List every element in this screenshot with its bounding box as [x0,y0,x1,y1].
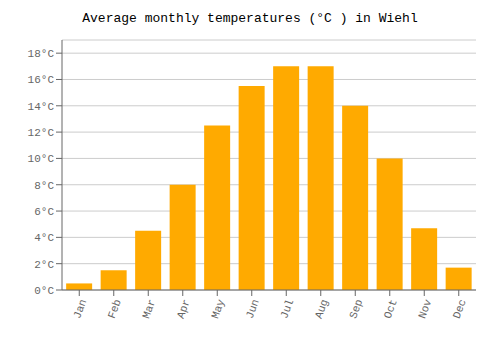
svg-text:2°C: 2°C [34,259,54,271]
svg-text:Aug: Aug [313,298,331,321]
svg-text:Oct: Oct [382,298,400,321]
svg-text:Mar: Mar [140,298,158,321]
svg-text:10°C: 10°C [28,153,55,165]
svg-text:4°C: 4°C [34,232,54,244]
svg-text:6°C: 6°C [34,206,54,218]
svg-text:16°C: 16°C [28,74,55,86]
svg-text:14°C: 14°C [28,101,55,113]
svg-text:Dec: Dec [451,298,469,321]
svg-text:18°C: 18°C [28,48,55,60]
svg-text:8°C: 8°C [34,180,54,192]
svg-text:Apr: Apr [175,298,193,321]
svg-text:0°C: 0°C [34,285,54,297]
svg-text:May: May [209,297,227,320]
html-text:Average monthly temperatures (: Average monthly temperatures (°C ) in Wi… [82,11,418,26]
svg-text:Jan: Jan [71,298,89,321]
svg-text:12°C: 12°C [28,127,55,139]
svg-text:Sep: Sep [347,298,365,321]
svg-text:Jul: Jul [278,298,296,321]
svg-text:Nov: Nov [416,297,434,320]
svg-text:Jun: Jun [244,298,262,321]
svg-text:Feb: Feb [106,298,124,321]
